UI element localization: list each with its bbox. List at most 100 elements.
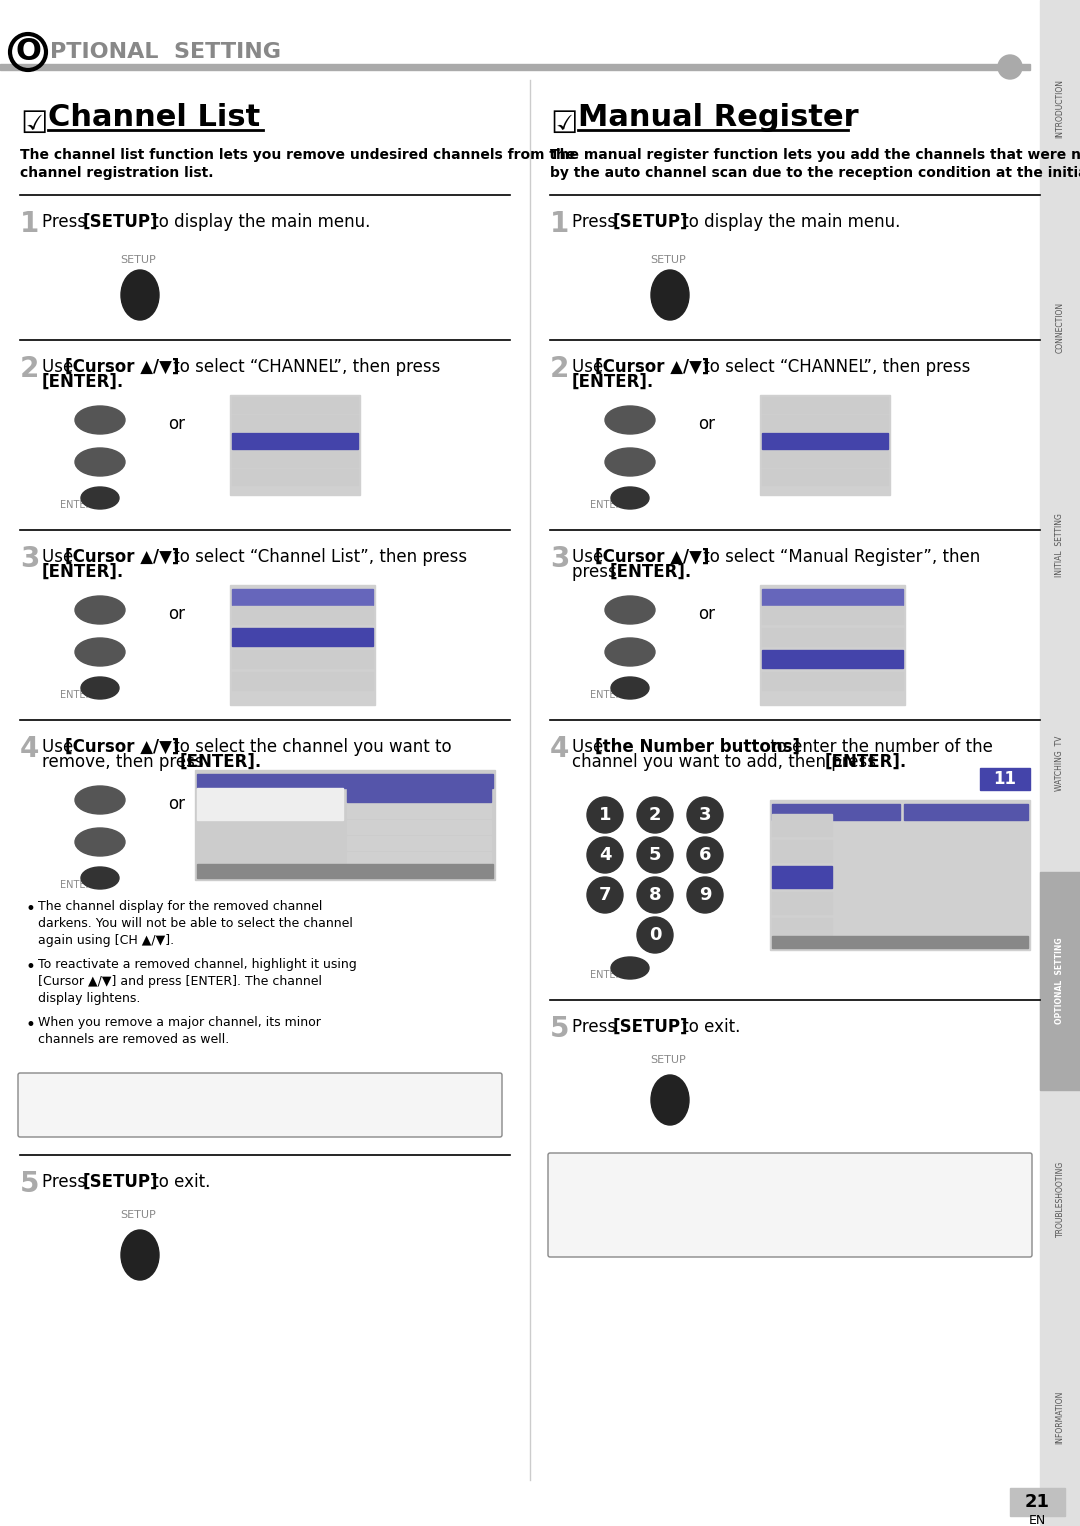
Text: or: or [168, 795, 185, 813]
Bar [1010, 1488, 1065, 1515]
Bar [762, 671, 903, 690]
Text: DETAIL: DETAIL [249, 418, 283, 427]
Bar [347, 787, 491, 803]
Bar [232, 397, 357, 414]
Bar [772, 865, 832, 888]
Text: press: press [572, 563, 622, 581]
Circle shape [637, 877, 673, 913]
Bar [347, 819, 491, 835]
Text: Use: Use [42, 739, 79, 755]
Text: [ENTER].: [ENTER]. [572, 372, 654, 391]
Text: ENTER: ENTER [60, 501, 93, 510]
Text: ▼: ▼ [623, 453, 636, 472]
Text: [ENTER].: [ENTER]. [42, 372, 124, 391]
Bar [197, 774, 492, 787]
Bar [762, 629, 903, 645]
Text: 1: 1 [598, 806, 611, 824]
Text: to enter the number of the: to enter the number of the [765, 739, 993, 755]
Text: ENTER: ENTER [590, 501, 622, 510]
Text: [SETUP]: [SETUP] [83, 214, 159, 230]
Bar [772, 839, 832, 862]
Text: 9: 9 [699, 887, 712, 903]
Text: 5: 5 [21, 1170, 40, 1198]
Bar [347, 852, 491, 865]
Bar [232, 671, 373, 690]
Text: DETAIL: DETAIL [780, 418, 812, 427]
Text: Press: Press [42, 1173, 92, 1190]
Bar [347, 804, 491, 818]
Text: [SETUP]: [SETUP] [83, 1173, 159, 1190]
Text: The channel display for the removed channel
darkens. You will not be able to sel: The channel display for the removed chan… [38, 900, 353, 948]
Bar [762, 415, 888, 430]
Bar [1040, 0, 1080, 1526]
Text: to select “CHANNEL”, then press: to select “CHANNEL”, then press [698, 359, 970, 375]
Circle shape [687, 877, 723, 913]
Text: Ch Change    item: Ch Change item [780, 938, 842, 945]
Text: 2: 2 [649, 806, 661, 824]
Bar [772, 919, 832, 940]
Bar [772, 804, 900, 819]
Text: [Cursor ▲/▼]: [Cursor ▲/▼] [65, 359, 179, 375]
Bar [232, 629, 373, 645]
Text: 3: 3 [699, 806, 712, 824]
Text: [Cursor ▲/▼]: [Cursor ▲/▼] [65, 548, 179, 566]
Text: LANGUAGE: LANGUAGE [789, 821, 837, 830]
Text: Manual Register: Manual Register [768, 655, 847, 664]
Text: Use: Use [572, 739, 608, 755]
Bar [197, 787, 343, 819]
Bar [762, 589, 903, 604]
Text: Note:: Note: [28, 1085, 67, 1099]
Text: PICTURE: PICTURE [789, 899, 827, 908]
Text: [ENTER].: [ENTER]. [42, 563, 124, 581]
Text: Manual Register: Manual Register [238, 655, 318, 664]
Text: Manual Register: Manual Register [578, 102, 859, 133]
Text: INITIAL  SETTING: INITIAL SETTING [1055, 513, 1065, 577]
Ellipse shape [121, 1230, 159, 1280]
Text: INTRODUCTION: INTRODUCTION [1055, 79, 1065, 139]
Text: ENTER: ENTER [590, 971, 622, 980]
Ellipse shape [605, 406, 654, 433]
Bar [762, 397, 888, 414]
Text: For analog channels,
select a channel to register using
number keys.
For digital: For analog channels, select a channel to… [775, 830, 918, 884]
Text: or: or [698, 604, 715, 623]
Text: to exit.: to exit. [147, 1173, 211, 1190]
Ellipse shape [81, 487, 119, 510]
Ellipse shape [121, 270, 159, 320]
Text: to select the channel you want to: to select the channel you want to [168, 739, 451, 755]
Ellipse shape [75, 597, 125, 624]
Text: or: or [168, 604, 185, 623]
Bar [762, 650, 903, 668]
Text: Register: Register [949, 807, 985, 816]
Bar [232, 433, 357, 449]
Text: To reactivate a removed channel, highlight it using
[Cursor ▲/▼] and press [ENTE: To reactivate a removed channel, highlig… [38, 958, 356, 1006]
Text: INFORMATION: INFORMATION [1055, 1390, 1065, 1444]
Text: EN: EN [1028, 1514, 1045, 1526]
Text: The channel list function lets you remove undesired channels from the
channel re: The channel list function lets you remov… [21, 148, 576, 180]
Bar [772, 935, 1028, 948]
Text: Press: Press [572, 1018, 621, 1036]
Text: •: • [25, 900, 35, 919]
Text: SETUP: SETUP [650, 255, 686, 266]
Ellipse shape [75, 638, 125, 665]
Bar [904, 804, 1028, 819]
Text: [ENTER].: [ENTER]. [610, 563, 692, 581]
Text: 8: 8 [649, 887, 661, 903]
Text: to select “Channel List”, then press: to select “Channel List”, then press [168, 548, 468, 566]
Text: Autoscan: Autoscan [238, 610, 283, 620]
Text: 3: 3 [21, 545, 39, 572]
Text: CHANNEL: CHANNEL [249, 436, 295, 446]
Text: PICTURE: PICTURE [249, 455, 291, 464]
Text: ☑: ☑ [550, 110, 578, 139]
Text: to display the main menu.: to display the main menu. [677, 214, 901, 230]
Text: Channel List: Channel List [314, 777, 376, 786]
Ellipse shape [611, 957, 649, 980]
Text: [SETUP]: [SETUP] [613, 214, 689, 230]
Bar [232, 650, 373, 668]
Text: Antenna: Antenna [238, 676, 280, 687]
Text: or: or [168, 415, 185, 433]
Bar [772, 893, 832, 914]
Text: 4: 4 [21, 736, 39, 763]
Bar [195, 771, 495, 881]
Text: ▲: ▲ [94, 601, 106, 620]
Ellipse shape [605, 597, 654, 624]
